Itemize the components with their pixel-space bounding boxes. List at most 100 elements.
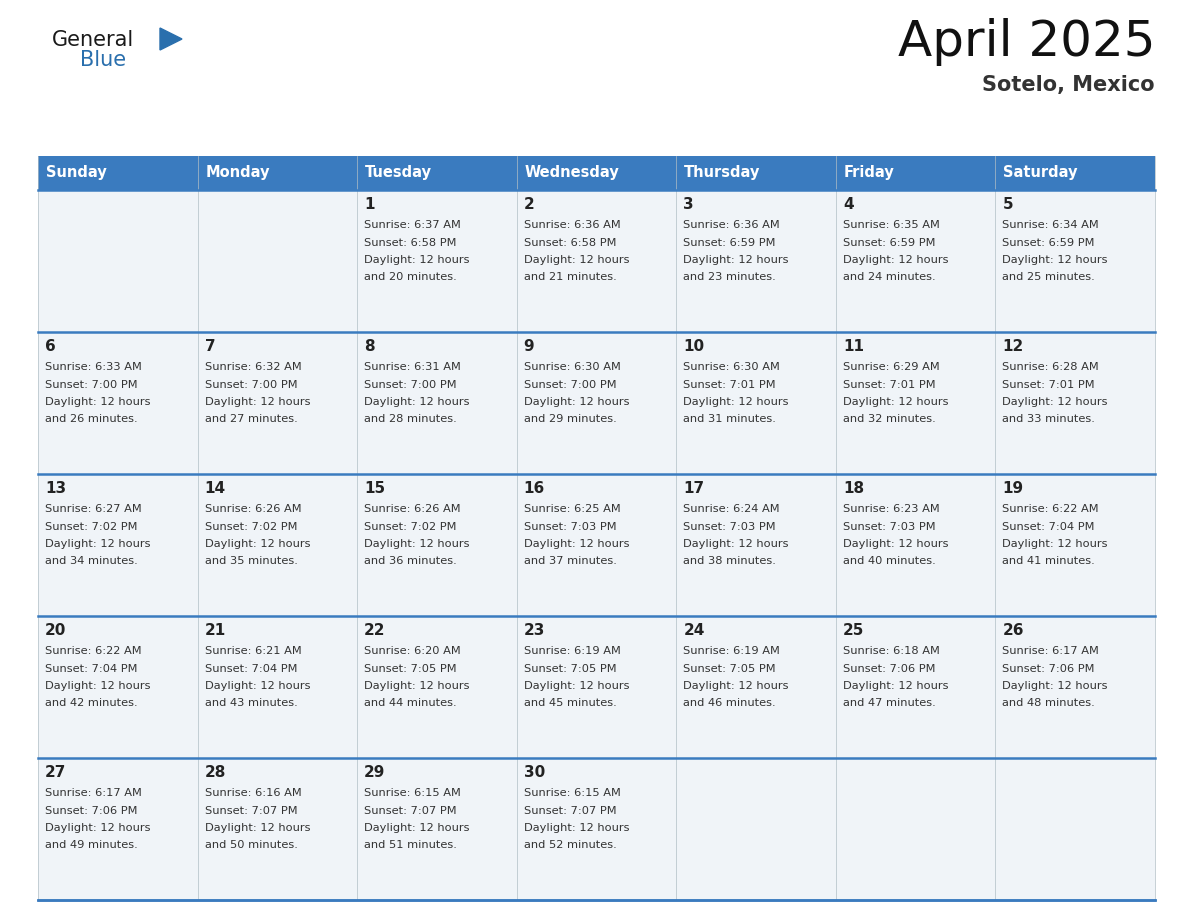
Bar bbox=[836, 332, 996, 474]
Bar bbox=[676, 190, 836, 332]
Text: Sotelo, Mexico: Sotelo, Mexico bbox=[982, 75, 1155, 95]
Text: Sunset: 7:07 PM: Sunset: 7:07 PM bbox=[365, 805, 456, 815]
Text: Sunrise: 6:31 AM: Sunrise: 6:31 AM bbox=[365, 362, 461, 372]
Bar bbox=[996, 332, 1155, 474]
Text: and 42 minutes.: and 42 minutes. bbox=[45, 699, 138, 709]
Bar bbox=[38, 474, 197, 616]
Text: 8: 8 bbox=[365, 339, 374, 354]
Text: Daylight: 12 hours: Daylight: 12 hours bbox=[683, 255, 789, 265]
Bar bbox=[38, 616, 197, 758]
Text: Sunrise: 6:34 AM: Sunrise: 6:34 AM bbox=[1003, 220, 1099, 230]
Bar bbox=[517, 156, 676, 190]
Text: Sunrise: 6:36 AM: Sunrise: 6:36 AM bbox=[524, 220, 620, 230]
Text: 19: 19 bbox=[1003, 481, 1024, 496]
Text: and 21 minutes.: and 21 minutes. bbox=[524, 273, 617, 283]
Bar bbox=[358, 616, 517, 758]
Bar bbox=[38, 156, 197, 190]
Text: Daylight: 12 hours: Daylight: 12 hours bbox=[524, 681, 630, 691]
Text: and 23 minutes.: and 23 minutes. bbox=[683, 273, 776, 283]
Text: and 44 minutes.: and 44 minutes. bbox=[365, 699, 456, 709]
Bar bbox=[996, 474, 1155, 616]
Text: Sunset: 7:00 PM: Sunset: 7:00 PM bbox=[365, 379, 456, 389]
Text: Daylight: 12 hours: Daylight: 12 hours bbox=[842, 255, 948, 265]
Bar bbox=[197, 616, 358, 758]
Text: Daylight: 12 hours: Daylight: 12 hours bbox=[365, 681, 469, 691]
Text: Sunrise: 6:28 AM: Sunrise: 6:28 AM bbox=[1003, 362, 1099, 372]
Bar bbox=[197, 156, 358, 190]
Text: Thursday: Thursday bbox=[684, 165, 760, 181]
Text: Sunrise: 6:32 AM: Sunrise: 6:32 AM bbox=[204, 362, 302, 372]
Text: and 50 minutes.: and 50 minutes. bbox=[204, 841, 297, 850]
Text: Sunset: 6:59 PM: Sunset: 6:59 PM bbox=[1003, 238, 1095, 248]
Text: and 25 minutes.: and 25 minutes. bbox=[1003, 273, 1095, 283]
Text: Sunrise: 6:35 AM: Sunrise: 6:35 AM bbox=[842, 220, 940, 230]
Text: Sunset: 7:06 PM: Sunset: 7:06 PM bbox=[45, 805, 138, 815]
Text: Daylight: 12 hours: Daylight: 12 hours bbox=[45, 397, 151, 407]
Text: 24: 24 bbox=[683, 623, 704, 638]
Text: Friday: Friday bbox=[843, 165, 895, 181]
Text: 12: 12 bbox=[1003, 339, 1024, 354]
Text: Sunset: 7:02 PM: Sunset: 7:02 PM bbox=[365, 521, 456, 532]
Text: Sunset: 7:05 PM: Sunset: 7:05 PM bbox=[683, 664, 776, 674]
Text: Daylight: 12 hours: Daylight: 12 hours bbox=[204, 397, 310, 407]
Text: 14: 14 bbox=[204, 481, 226, 496]
Text: 13: 13 bbox=[45, 481, 67, 496]
Text: Sunrise: 6:33 AM: Sunrise: 6:33 AM bbox=[45, 362, 141, 372]
Bar bbox=[676, 758, 836, 900]
Text: Sunset: 7:04 PM: Sunset: 7:04 PM bbox=[204, 664, 297, 674]
Text: and 35 minutes.: and 35 minutes. bbox=[204, 556, 297, 566]
Text: Sunrise: 6:23 AM: Sunrise: 6:23 AM bbox=[842, 504, 940, 514]
Text: Sunset: 6:59 PM: Sunset: 6:59 PM bbox=[842, 238, 935, 248]
Bar bbox=[676, 616, 836, 758]
Text: and 27 minutes.: and 27 minutes. bbox=[204, 415, 297, 424]
Text: 6: 6 bbox=[45, 339, 56, 354]
Bar bbox=[676, 332, 836, 474]
Text: Daylight: 12 hours: Daylight: 12 hours bbox=[45, 823, 151, 833]
Text: Blue: Blue bbox=[80, 50, 126, 70]
Text: Sunset: 7:02 PM: Sunset: 7:02 PM bbox=[204, 521, 297, 532]
Bar bbox=[517, 474, 676, 616]
Text: Daylight: 12 hours: Daylight: 12 hours bbox=[524, 397, 630, 407]
Text: Daylight: 12 hours: Daylight: 12 hours bbox=[524, 539, 630, 549]
Text: and 48 minutes.: and 48 minutes. bbox=[1003, 699, 1095, 709]
Bar bbox=[836, 190, 996, 332]
Text: 28: 28 bbox=[204, 765, 226, 780]
Text: 7: 7 bbox=[204, 339, 215, 354]
Text: Sunrise: 6:17 AM: Sunrise: 6:17 AM bbox=[45, 788, 141, 798]
Text: 1: 1 bbox=[365, 197, 374, 212]
Bar bbox=[996, 616, 1155, 758]
Text: 10: 10 bbox=[683, 339, 704, 354]
Text: Sunrise: 6:37 AM: Sunrise: 6:37 AM bbox=[365, 220, 461, 230]
Text: Sunrise: 6:24 AM: Sunrise: 6:24 AM bbox=[683, 504, 779, 514]
Text: Sunrise: 6:25 AM: Sunrise: 6:25 AM bbox=[524, 504, 620, 514]
Text: and 28 minutes.: and 28 minutes. bbox=[365, 415, 457, 424]
Text: 5: 5 bbox=[1003, 197, 1013, 212]
Text: Daylight: 12 hours: Daylight: 12 hours bbox=[204, 681, 310, 691]
Text: Sunrise: 6:26 AM: Sunrise: 6:26 AM bbox=[204, 504, 302, 514]
Text: and 34 minutes.: and 34 minutes. bbox=[45, 556, 138, 566]
Text: 30: 30 bbox=[524, 765, 545, 780]
Text: 9: 9 bbox=[524, 339, 535, 354]
Text: April 2025: April 2025 bbox=[897, 18, 1155, 66]
Text: Sunset: 7:04 PM: Sunset: 7:04 PM bbox=[45, 664, 138, 674]
Text: Wednesday: Wednesday bbox=[525, 165, 619, 181]
Text: Daylight: 12 hours: Daylight: 12 hours bbox=[1003, 539, 1108, 549]
Bar bbox=[358, 758, 517, 900]
Text: Sunset: 7:03 PM: Sunset: 7:03 PM bbox=[683, 521, 776, 532]
Text: Daylight: 12 hours: Daylight: 12 hours bbox=[683, 397, 789, 407]
Text: 25: 25 bbox=[842, 623, 864, 638]
Text: Sunset: 7:00 PM: Sunset: 7:00 PM bbox=[204, 379, 297, 389]
Text: and 24 minutes.: and 24 minutes. bbox=[842, 273, 935, 283]
Text: 20: 20 bbox=[45, 623, 67, 638]
Bar bbox=[996, 190, 1155, 332]
Bar bbox=[197, 474, 358, 616]
Text: Daylight: 12 hours: Daylight: 12 hours bbox=[683, 539, 789, 549]
Text: Sunset: 7:05 PM: Sunset: 7:05 PM bbox=[365, 664, 456, 674]
Bar bbox=[996, 758, 1155, 900]
Bar bbox=[836, 156, 996, 190]
Text: Sunset: 7:01 PM: Sunset: 7:01 PM bbox=[842, 379, 935, 389]
Bar bbox=[676, 156, 836, 190]
Bar bbox=[996, 156, 1155, 190]
Text: 21: 21 bbox=[204, 623, 226, 638]
Text: 4: 4 bbox=[842, 197, 853, 212]
